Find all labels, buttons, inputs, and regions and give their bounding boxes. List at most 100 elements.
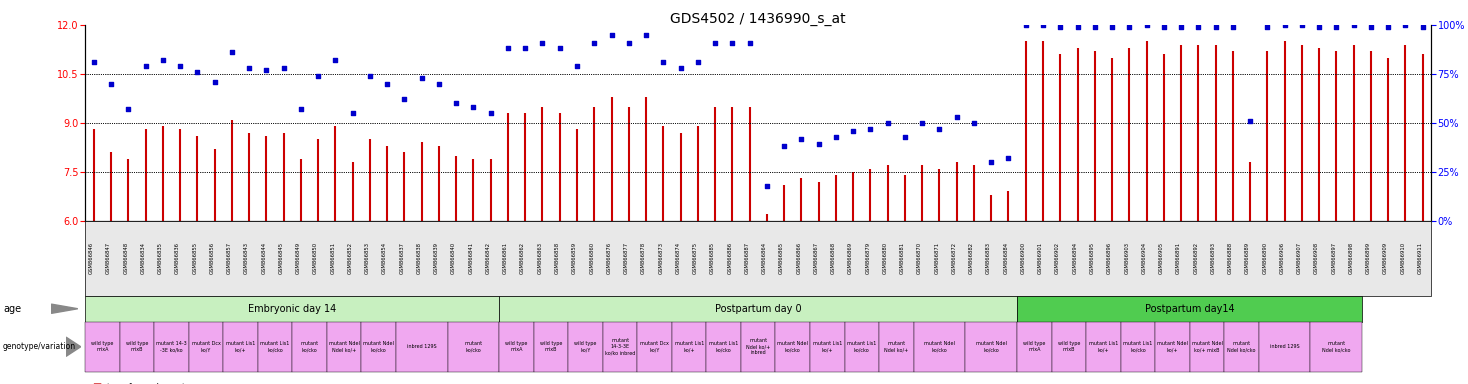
Point	[254, 67, 277, 73]
Point	[1221, 24, 1245, 30]
Text: GSM866893: GSM866893	[1211, 242, 1216, 274]
Point	[755, 182, 778, 189]
Text: GSM866894: GSM866894	[1073, 242, 1078, 274]
Point	[1342, 22, 1365, 28]
Text: GSM866890: GSM866890	[1262, 242, 1267, 274]
Text: GSM866853: GSM866853	[366, 242, 370, 274]
Text: GSM866859: GSM866859	[573, 242, 577, 274]
Text: Embryonic day 14: Embryonic day 14	[248, 304, 336, 314]
Text: GSM866877: GSM866877	[624, 242, 628, 274]
Text: GSM866846: GSM866846	[88, 242, 94, 274]
Text: GSM866849: GSM866849	[297, 242, 301, 274]
Text: GSM866836: GSM866836	[175, 242, 181, 274]
Point	[1014, 22, 1038, 28]
Text: GSM866871: GSM866871	[935, 242, 940, 274]
Point	[307, 73, 330, 79]
Text: GSM866842: GSM866842	[486, 242, 490, 274]
Text: GSM866835: GSM866835	[157, 242, 163, 274]
Point	[841, 127, 865, 134]
Point	[1066, 24, 1089, 30]
Text: GSM866869: GSM866869	[849, 242, 853, 274]
Point	[583, 40, 606, 46]
Text: GSM866881: GSM866881	[900, 242, 904, 274]
Text: GSM866875: GSM866875	[693, 242, 697, 274]
Text: GSM866848: GSM866848	[123, 242, 128, 274]
Point	[548, 45, 571, 51]
Text: GSM866886: GSM866886	[727, 242, 733, 274]
Point	[531, 40, 555, 46]
Text: GSM866905: GSM866905	[1158, 242, 1164, 274]
Point	[772, 143, 796, 149]
Text: GSM866837: GSM866837	[399, 242, 404, 274]
Point	[445, 100, 468, 106]
Text: wild type
mixA: wild type mixA	[505, 341, 528, 352]
Text: GSM866906: GSM866906	[1280, 242, 1284, 274]
Text: GSM866834: GSM866834	[141, 242, 145, 274]
Text: GSM866887: GSM866887	[744, 242, 750, 274]
Text: GSM866880: GSM866880	[882, 242, 888, 274]
Text: mutant
Ndel ko/+
inbred: mutant Ndel ko/+ inbred	[746, 338, 771, 355]
Point	[134, 63, 157, 69]
Text: GSM866874: GSM866874	[675, 242, 681, 274]
Text: GSM866860: GSM866860	[589, 242, 595, 274]
Point	[496, 45, 520, 51]
Point	[427, 81, 451, 87]
Point	[376, 81, 399, 87]
Text: GSM866904: GSM866904	[1142, 242, 1147, 274]
Point	[100, 81, 123, 87]
Text: GSM866850: GSM866850	[313, 242, 319, 274]
Text: GSM866854: GSM866854	[382, 242, 388, 274]
Text: mutant Lis1
ko/cko: mutant Lis1 ko/cko	[847, 341, 876, 352]
Point	[910, 120, 934, 126]
Text: GSM866879: GSM866879	[866, 242, 871, 274]
Text: GSM866888: GSM866888	[1227, 242, 1233, 274]
Point	[1083, 24, 1107, 30]
Text: mutant Ndel
ko/+: mutant Ndel ko/+	[1157, 341, 1188, 352]
Point	[1273, 22, 1296, 28]
Text: GSM866898: GSM866898	[1349, 242, 1353, 274]
Text: GSM866883: GSM866883	[986, 242, 991, 274]
Text: mutant Lis1
ko/+: mutant Lis1 ko/+	[813, 341, 843, 352]
Text: wild type
ko/Y: wild type ko/Y	[574, 341, 597, 352]
Point	[893, 134, 916, 140]
Text: mutant
Ndel ko/+: mutant Ndel ko/+	[884, 341, 909, 352]
Text: GSM866909: GSM866909	[1383, 242, 1389, 274]
Text: mutant Ndel
ko/+ mixB: mutant Ndel ko/+ mixB	[1192, 341, 1223, 352]
Point	[1359, 24, 1383, 30]
Text: GSM866870: GSM866870	[918, 242, 922, 274]
Text: GSM866878: GSM866878	[642, 242, 646, 274]
Text: wild type
mixA: wild type mixA	[91, 341, 113, 352]
Text: mutant
ko/cko: mutant ko/cko	[464, 341, 483, 352]
Text: GSM866889: GSM866889	[1245, 242, 1251, 274]
Point	[323, 57, 346, 63]
Text: GSM866876: GSM866876	[606, 242, 612, 274]
Point	[634, 32, 658, 38]
Text: mutant Ndel
ko/cko: mutant Ndel ko/cko	[923, 341, 954, 352]
Point	[1186, 24, 1210, 30]
Text: mutant Lis1
ko/+: mutant Lis1 ko/+	[226, 341, 255, 352]
Text: GSM866858: GSM866858	[555, 242, 559, 274]
Text: GSM866885: GSM866885	[711, 242, 715, 274]
Text: inbred 129S: inbred 129S	[1270, 344, 1299, 349]
Point	[82, 59, 106, 65]
Text: GSM866882: GSM866882	[969, 242, 973, 274]
Text: GSM866910: GSM866910	[1400, 242, 1405, 274]
Point	[1255, 24, 1279, 30]
Text: GSM866838: GSM866838	[417, 242, 421, 274]
Point	[203, 79, 226, 85]
Point	[1324, 24, 1348, 30]
Text: GSM866884: GSM866884	[1004, 242, 1009, 274]
Point	[392, 96, 415, 103]
Text: GSM866901: GSM866901	[1038, 242, 1042, 274]
Text: mutant Lis1
ko/cko: mutant Lis1 ko/cko	[1123, 341, 1152, 352]
Text: GSM866839: GSM866839	[435, 242, 439, 274]
Text: GSM866862: GSM866862	[520, 242, 526, 274]
Text: age: age	[3, 304, 21, 314]
Text: GSM866863: GSM866863	[537, 242, 543, 274]
Text: GSM866847: GSM866847	[106, 242, 112, 274]
Text: mutant Lis1
ko/+: mutant Lis1 ko/+	[674, 341, 703, 352]
Text: GSM866907: GSM866907	[1296, 242, 1302, 274]
Text: wild type
mixB: wild type mixB	[1057, 341, 1080, 352]
Text: GSM866899: GSM866899	[1365, 242, 1371, 274]
Text: GSM866891: GSM866891	[1176, 242, 1182, 274]
